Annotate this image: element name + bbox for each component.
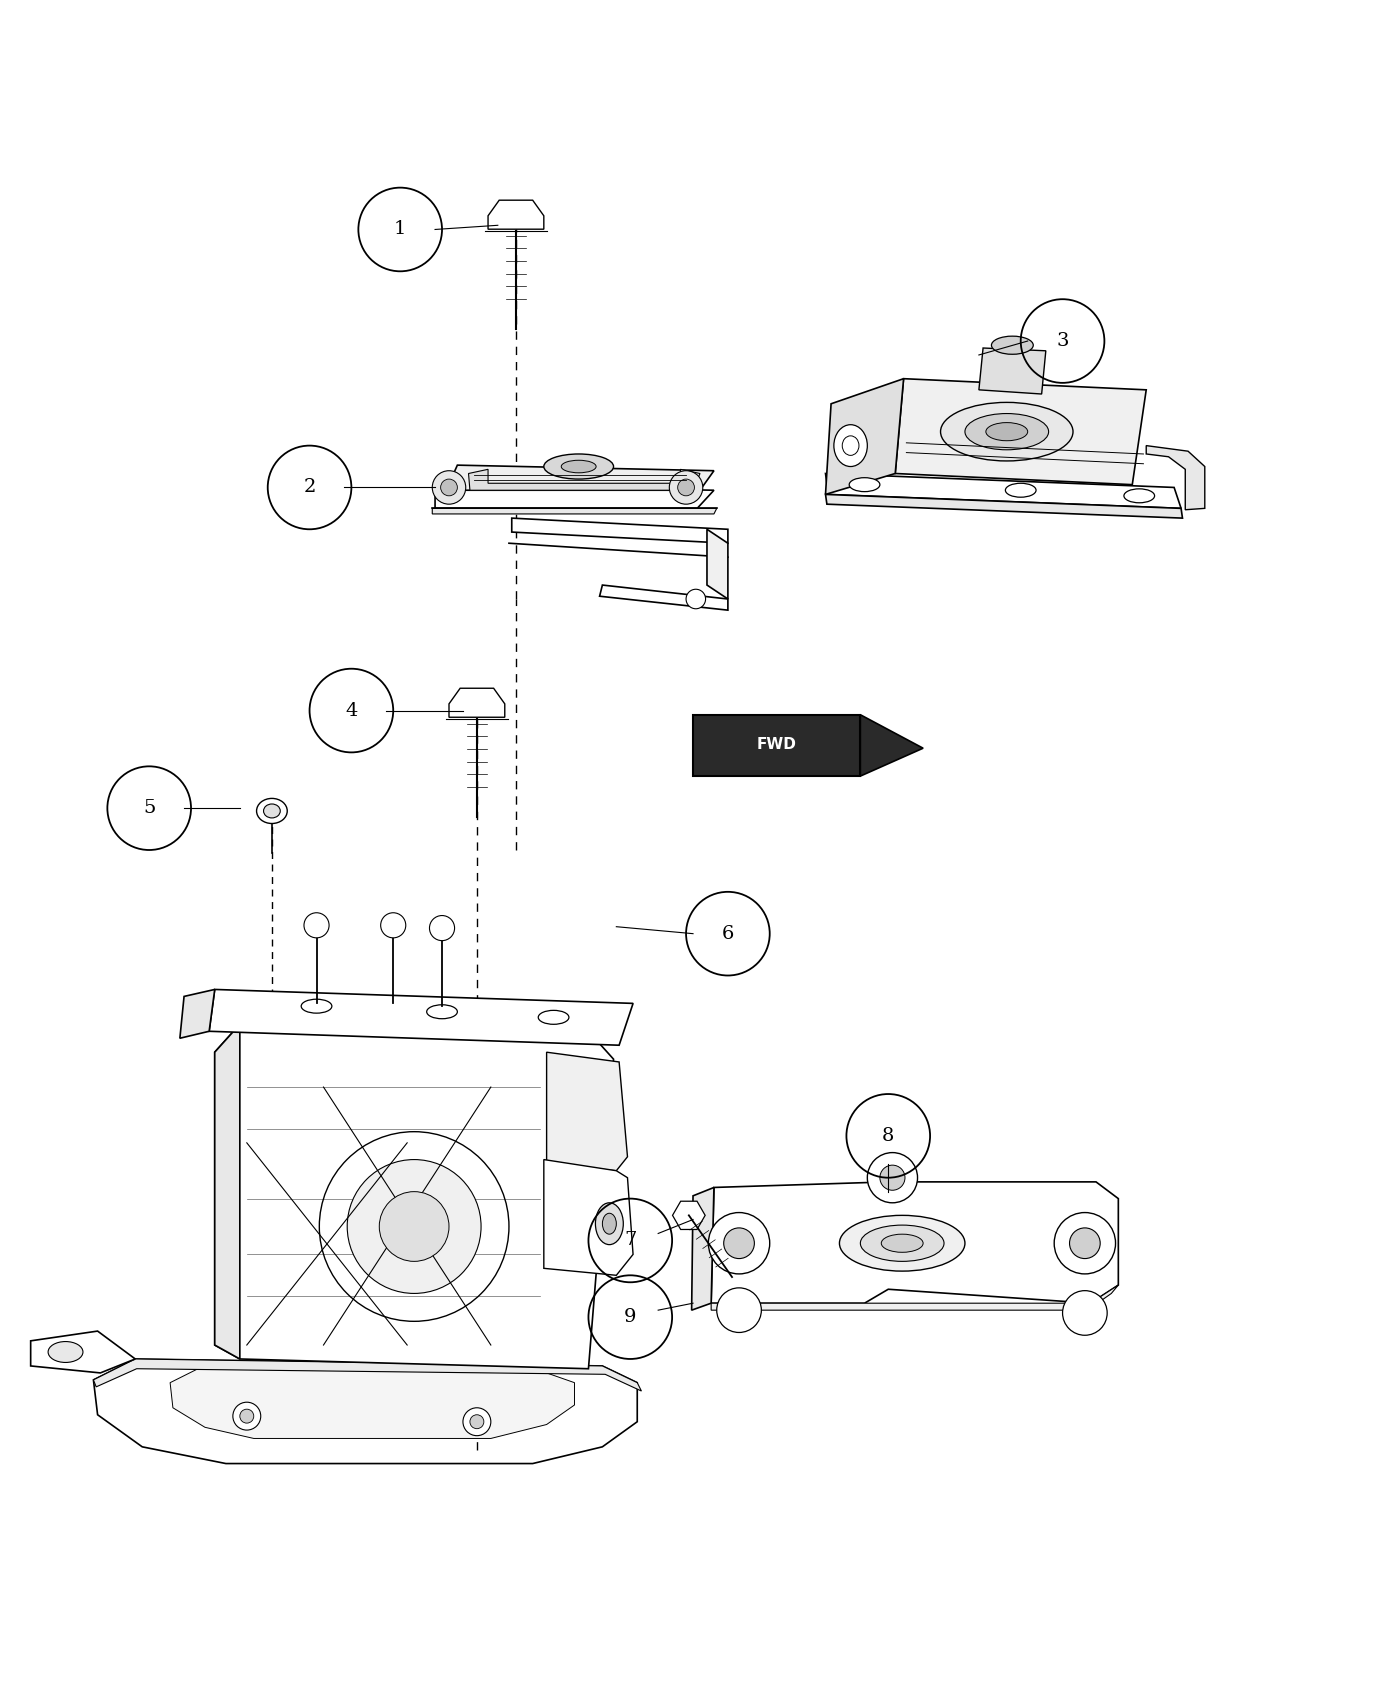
Circle shape (724, 1227, 755, 1258)
Polygon shape (543, 1159, 633, 1275)
Polygon shape (94, 1358, 641, 1391)
Polygon shape (171, 1368, 574, 1438)
Text: 9: 9 (624, 1307, 637, 1326)
Polygon shape (435, 484, 714, 508)
Ellipse shape (986, 423, 1028, 440)
Text: 3: 3 (1057, 332, 1068, 350)
Circle shape (1054, 1212, 1116, 1273)
Polygon shape (707, 529, 728, 598)
Polygon shape (512, 518, 728, 544)
Polygon shape (1147, 445, 1205, 510)
Ellipse shape (1005, 483, 1036, 496)
Ellipse shape (595, 1204, 623, 1244)
Polygon shape (599, 585, 728, 610)
Circle shape (433, 471, 466, 505)
Circle shape (879, 1164, 904, 1190)
Circle shape (470, 1414, 484, 1428)
Polygon shape (692, 1188, 714, 1311)
Ellipse shape (861, 1226, 944, 1261)
Ellipse shape (1124, 490, 1155, 503)
Text: FWD: FWD (757, 736, 797, 751)
Ellipse shape (256, 799, 287, 823)
Text: 7: 7 (624, 1231, 637, 1250)
Ellipse shape (602, 1214, 616, 1234)
Polygon shape (826, 474, 1182, 508)
Circle shape (463, 1408, 491, 1436)
Circle shape (379, 1192, 449, 1261)
Circle shape (441, 479, 458, 496)
Polygon shape (214, 1025, 613, 1368)
Ellipse shape (965, 413, 1049, 450)
Ellipse shape (561, 461, 596, 473)
Polygon shape (31, 1331, 136, 1374)
Ellipse shape (941, 403, 1072, 461)
Circle shape (717, 1289, 762, 1333)
Ellipse shape (48, 1341, 83, 1362)
Circle shape (868, 1153, 917, 1204)
Circle shape (678, 479, 694, 496)
Ellipse shape (881, 1234, 923, 1253)
Ellipse shape (991, 337, 1033, 354)
Ellipse shape (843, 435, 860, 456)
Text: 2: 2 (304, 478, 316, 496)
Polygon shape (672, 1202, 706, 1229)
Text: 6: 6 (722, 925, 734, 944)
Polygon shape (546, 1052, 627, 1171)
Ellipse shape (301, 1000, 332, 1013)
Ellipse shape (543, 454, 613, 479)
FancyBboxPatch shape (693, 714, 861, 777)
Text: 8: 8 (882, 1127, 895, 1144)
Polygon shape (449, 688, 505, 717)
Ellipse shape (538, 1010, 568, 1025)
Circle shape (430, 916, 455, 940)
Ellipse shape (840, 1216, 965, 1272)
Ellipse shape (834, 425, 868, 466)
Polygon shape (895, 379, 1147, 484)
Circle shape (381, 913, 406, 938)
Text: 5: 5 (143, 799, 155, 818)
Circle shape (1063, 1290, 1107, 1334)
Polygon shape (94, 1358, 637, 1464)
Polygon shape (826, 495, 1183, 518)
Polygon shape (861, 714, 923, 777)
Polygon shape (447, 466, 714, 490)
Circle shape (686, 590, 706, 609)
Circle shape (1070, 1227, 1100, 1258)
Ellipse shape (263, 804, 280, 818)
Polygon shape (826, 379, 903, 495)
Polygon shape (489, 201, 543, 230)
Circle shape (319, 1132, 510, 1321)
Circle shape (708, 1212, 770, 1273)
Polygon shape (214, 1025, 239, 1358)
Ellipse shape (850, 478, 879, 491)
Polygon shape (711, 1182, 1119, 1304)
Text: 1: 1 (393, 221, 406, 238)
Polygon shape (433, 508, 717, 513)
Ellipse shape (427, 1005, 458, 1018)
Polygon shape (209, 989, 633, 1046)
Circle shape (232, 1402, 260, 1430)
Circle shape (304, 913, 329, 938)
Polygon shape (979, 348, 1046, 394)
Circle shape (669, 471, 703, 505)
Circle shape (347, 1159, 482, 1294)
Text: 4: 4 (346, 702, 357, 719)
Polygon shape (711, 1285, 1119, 1311)
Polygon shape (469, 469, 700, 490)
Polygon shape (179, 989, 214, 1039)
Circle shape (239, 1409, 253, 1423)
